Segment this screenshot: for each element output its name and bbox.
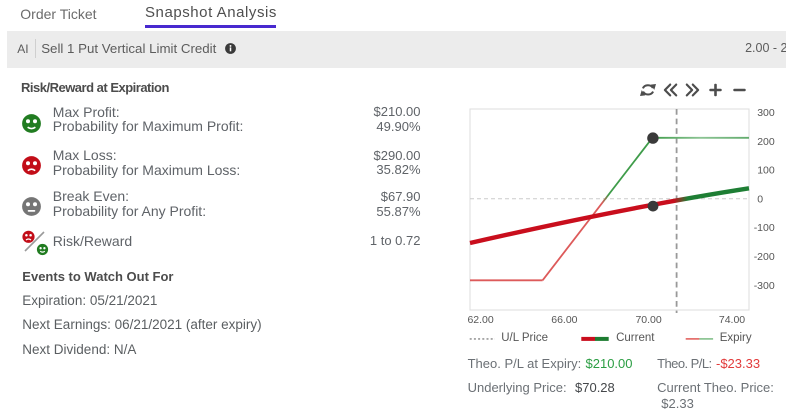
svg-text:-300: -300 <box>754 280 775 292</box>
svg-text:62.00: 62.00 <box>467 314 493 326</box>
svg-text:Current: Current <box>616 332 655 344</box>
svg-text:66.00: 66.00 <box>551 314 577 326</box>
svg-text:U/L Price: U/L Price <box>501 332 548 344</box>
svg-text:100: 100 <box>757 165 775 177</box>
svg-text:0: 0 <box>757 193 763 205</box>
svg-text:-100: -100 <box>754 222 775 234</box>
svg-text:-200: -200 <box>754 251 775 263</box>
svg-text:70.00: 70.00 <box>635 314 661 326</box>
svg-text:200: 200 <box>757 136 775 148</box>
svg-text:300: 300 <box>757 107 775 119</box>
svg-text:74.00: 74.00 <box>719 314 745 326</box>
svg-text:Expiry: Expiry <box>720 332 752 344</box>
